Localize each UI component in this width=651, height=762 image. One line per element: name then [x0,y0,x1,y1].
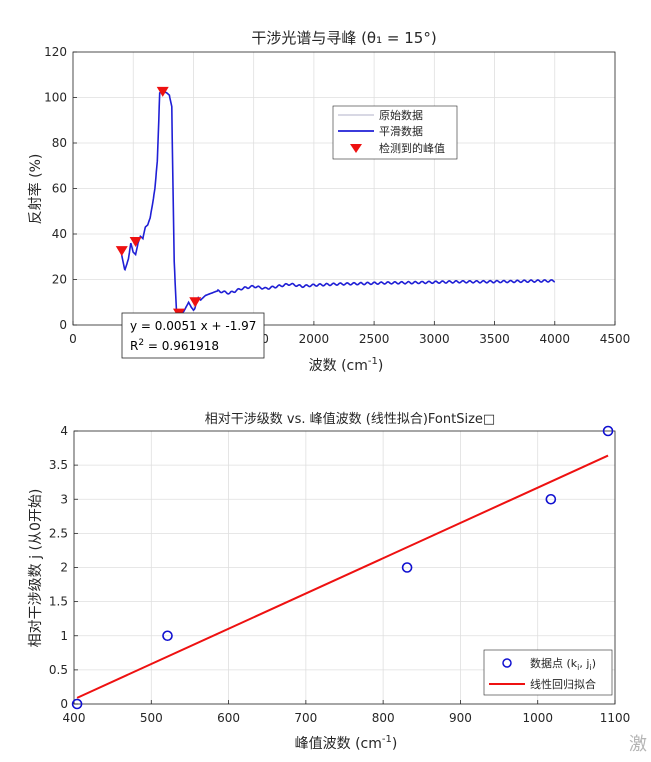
fit-line [76,454,609,699]
spectrum-ylabel: 反射率 (%) [27,154,44,225]
order-xtick-label: 500 [140,711,163,725]
order-xtick-label: 800 [372,711,395,725]
order-ytick-label: 3 [60,492,68,506]
legend-peak-swatch [350,144,362,153]
peak-marker [129,236,142,247]
legend-smooth-label: 平滑数据 [379,124,423,138]
legend-raw-label: 原始数据 [379,108,423,122]
order-ylabel: 相对干涉级数 j (从0开始) [28,489,44,648]
order-ytick-label: 1.5 [49,595,68,609]
spectrum-ytick-label: 40 [52,227,67,241]
order-chart: 400 500 600 700 800 900 1000 1100 0 0.5 1 1.5 2 2.5 3 3… [28,411,630,752]
spectrum-legend: 原始数据 平滑数据 检测到的峰值 [332,105,458,160]
spectrum-xtick-label: 0 [69,332,77,346]
data-point [71,698,83,710]
data-points [71,425,614,710]
order-ytick-label: 3.5 [49,458,68,472]
order-ytick-label: 2 [60,561,68,575]
order-title: 相对干涉级数 vs. 峰值波数 (线性拟合)FontSize□ [205,411,495,427]
order-legend: 数据点 (ki, ji) 线性回归拟合 [483,649,613,696]
order-ytick-label: 1 [60,629,68,643]
spectrum-chart: 0500100015002000250030003500400045000204… [27,29,630,374]
fit-annotation: y = 0.0051 x + -1.97 R2 = 0.961918 [121,312,265,359]
order-xtick-label: 900 [449,711,472,725]
peak-marker [189,297,202,308]
spectrum-xtick-label: 4500 [600,332,631,346]
legend-fit-label: 线性回归拟合 [530,677,596,691]
spectrum-ytick-label: 0 [59,318,67,332]
order-xtick-label: 400 [63,711,86,725]
order-ytick-label: 0.5 [49,663,68,677]
fit-equation: y = 0.0051 x + -1.97 [130,319,256,333]
fit-r-squared: R2 = 0.961918 [130,338,219,353]
spectrum-xlabel: 波数 (cm-1) [309,356,384,374]
spectrum-ytick-label: 20 [52,273,67,287]
peak-marker [115,246,128,257]
spectrum-xtick-label: 3500 [479,332,510,346]
data-point [162,630,173,642]
spectrum-ytick-label: 100 [44,91,67,105]
peak-markers [115,86,202,319]
order-xtick-label: 1100 [600,711,631,725]
spectrum-xtick-label: 2500 [359,332,390,346]
order-xtick-label: 1000 [522,711,553,725]
spectrum-xtick-label: 3000 [419,332,450,346]
spectrum-ytick-label: 80 [52,136,67,150]
legend-points-label: 数据点 (ki, ji) [530,656,596,672]
order-ytick-label: 4 [60,424,68,438]
spectrum-ytick-label: 60 [52,182,67,196]
order-xtick-label: 700 [294,711,317,725]
data-point [545,493,557,505]
watermark-text: 激 [629,734,647,755]
spectrum-xtick-label: 2000 [299,332,330,346]
peak-marker [156,86,169,97]
legend-points-swatch [502,658,512,668]
smooth-data-line [120,89,555,315]
order-xlabel: 峰值波数 (cm-1) [295,734,398,752]
order-ytick-label: 2.5 [49,526,68,540]
order-ytick-label: 0 [60,697,68,711]
data-point [602,425,614,437]
order-ticks: 400 500 600 700 800 900 1000 1100 0 0.5 1 1.5 2 2.5 3 3… [49,424,630,725]
order-xtick-label: 600 [217,711,240,725]
spectrum-ytick-label: 120 [44,45,67,59]
spectrum-xtick-label: 4000 [540,332,571,346]
spectrum-title: 干涉光谱与寻峰 (θ₁ = 15°) [251,29,436,47]
data-point [401,562,413,573]
legend-peak-label: 检测到的峰值 [379,141,445,155]
